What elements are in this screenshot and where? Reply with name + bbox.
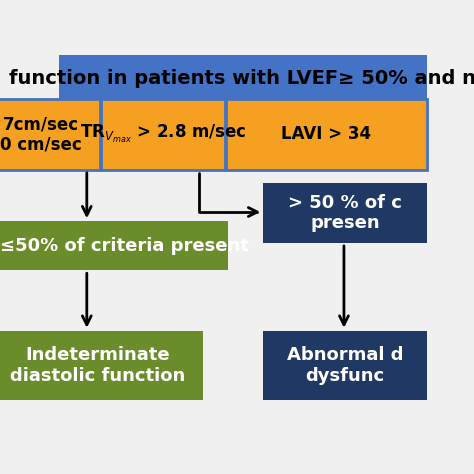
Text: LAVI > 34: LAVI > 34 — [282, 126, 372, 144]
Text: Indeterminate
diastolic function: Indeterminate diastolic function — [10, 346, 185, 385]
Text: 7cm/sec
0 cm/sec: 7cm/sec 0 cm/sec — [0, 115, 82, 154]
FancyBboxPatch shape — [227, 99, 427, 170]
Text: function in patients with LVEF≥ 50% and n: function in patients with LVEF≥ 50% and … — [9, 69, 474, 88]
FancyBboxPatch shape — [263, 331, 427, 400]
FancyBboxPatch shape — [0, 221, 228, 270]
Text: TR$_{V_{max}}$ > 2.8 m/sec: TR$_{V_{max}}$ > 2.8 m/sec — [80, 123, 246, 146]
Text: Abnormal d
dysfunc: Abnormal d dysfunc — [287, 346, 403, 385]
Text: ≤50% of criteria present: ≤50% of criteria present — [0, 237, 249, 255]
FancyBboxPatch shape — [0, 331, 202, 400]
Text: > 50 % of c
presen: > 50 % of c presen — [288, 193, 402, 232]
FancyBboxPatch shape — [59, 55, 427, 102]
FancyBboxPatch shape — [0, 99, 100, 170]
FancyBboxPatch shape — [101, 99, 225, 170]
FancyBboxPatch shape — [263, 183, 427, 243]
